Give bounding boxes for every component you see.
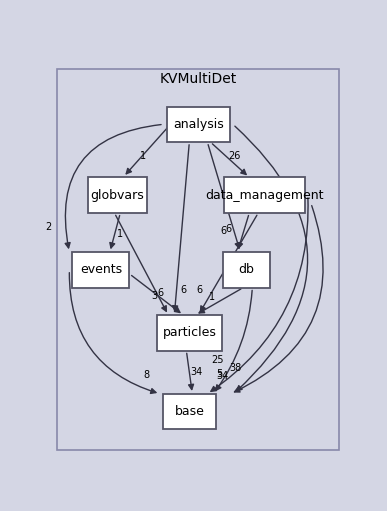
Text: 3: 3 [152, 291, 158, 301]
Text: 26: 26 [228, 151, 240, 161]
FancyBboxPatch shape [163, 394, 216, 429]
Text: 6: 6 [221, 225, 227, 236]
Text: 38: 38 [230, 363, 242, 373]
FancyBboxPatch shape [167, 107, 230, 142]
FancyBboxPatch shape [72, 252, 129, 288]
Text: analysis: analysis [173, 118, 224, 131]
Text: 1: 1 [209, 292, 215, 303]
Text: 6: 6 [180, 285, 187, 294]
FancyBboxPatch shape [88, 177, 147, 213]
Text: 6: 6 [197, 285, 203, 294]
Text: events: events [80, 263, 122, 276]
FancyBboxPatch shape [57, 69, 339, 450]
Text: 34: 34 [191, 367, 203, 377]
Text: 2: 2 [45, 222, 51, 231]
Text: KVMultiDet: KVMultiDet [160, 73, 237, 86]
Text: particles: particles [163, 327, 216, 339]
Text: 34: 34 [216, 371, 228, 381]
Text: 6: 6 [225, 224, 231, 235]
Text: 1: 1 [117, 229, 123, 240]
Text: globvars: globvars [91, 189, 144, 202]
FancyBboxPatch shape [157, 315, 222, 351]
Text: 8: 8 [144, 370, 150, 380]
FancyBboxPatch shape [224, 177, 305, 213]
FancyBboxPatch shape [223, 252, 270, 288]
Text: 1: 1 [140, 151, 146, 161]
Text: 5: 5 [216, 369, 223, 379]
Text: base: base [175, 405, 204, 418]
Text: db: db [238, 263, 254, 276]
Text: 25: 25 [212, 355, 224, 365]
Text: 6: 6 [158, 289, 164, 298]
Text: data_management: data_management [205, 189, 324, 202]
